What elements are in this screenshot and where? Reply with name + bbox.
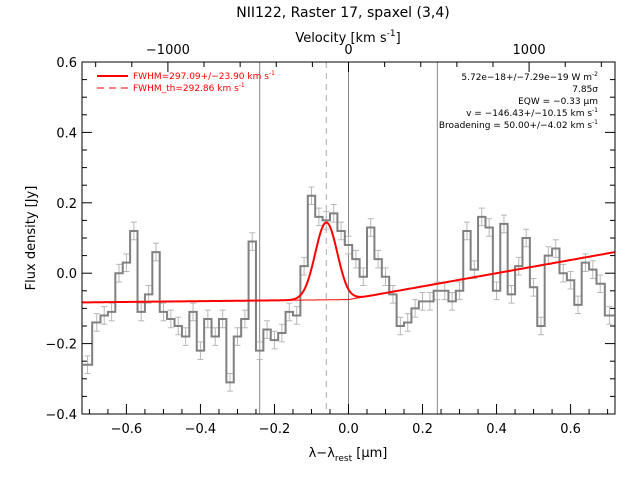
top-tick-label: −1000: [146, 43, 190, 58]
x-tick-label: 0.0: [338, 422, 359, 437]
data-step-line: [82, 194, 615, 384]
top-axis-label: Velocity [km s-1]: [295, 29, 400, 46]
x-tick-label: 0.4: [486, 422, 507, 437]
legend-label-fwhm-th: FWHM_th=292.86 km s-1: [133, 82, 245, 94]
annotation-line-velocity: v = −146.43+/−10.15 km s-1: [466, 107, 598, 119]
gaussian-fit-line: [82, 221, 615, 304]
y-tick-label: 0.4: [56, 126, 77, 141]
annotation-line-sigma: 7.85σ: [572, 85, 598, 95]
legend-label-fwhm: FWHM=297.09+/−23.90 km s-1: [133, 70, 275, 82]
plot-area: −0.6 −0.4 −0.2 0.0 0.2 0.4 0.6 −0.4 −0.2 0.0 0.2 0.…: [45, 43, 616, 437]
y-axis-label: Flux density [Jy]: [24, 186, 39, 291]
top-tick-label: 1000: [513, 43, 546, 58]
y-tick-label: −0.4: [45, 408, 77, 423]
annotation-line-flux: 5.72e−18+/−7.29e−19 W m-2: [461, 71, 598, 83]
annotation-line-eqw: EQW = −0.33 μm: [518, 97, 598, 107]
x-axis-label: λ−λrest [μm]: [309, 446, 388, 464]
annotation-line-broadening: Broadening = 50.00+/−4.02 km s-1: [439, 119, 598, 131]
legend: FWHM=297.09+/−23.90 km s-1 FWHM_th=292.8…: [97, 70, 275, 94]
x-tick-label: −0.4: [185, 422, 217, 437]
x-tick-label: −0.6: [111, 422, 143, 437]
chart-title: NII122, Raster 17, spaxel (3,4): [236, 5, 449, 21]
fit-annotations: 5.72e−18+/−7.29e−19 W m-2 7.85σ EQW = −0…: [439, 71, 598, 131]
y-tick-label: −0.2: [45, 338, 77, 353]
x-tick-label: 0.6: [560, 422, 581, 437]
y-tick-label: 0.0: [56, 267, 77, 282]
x-tick-label: 0.2: [412, 422, 433, 437]
y-tick-label: 0.6: [56, 56, 77, 71]
top-tick-label: 0: [344, 43, 352, 58]
x-tick-label: −0.2: [259, 422, 291, 437]
y-tick-label: 0.2: [56, 197, 77, 212]
